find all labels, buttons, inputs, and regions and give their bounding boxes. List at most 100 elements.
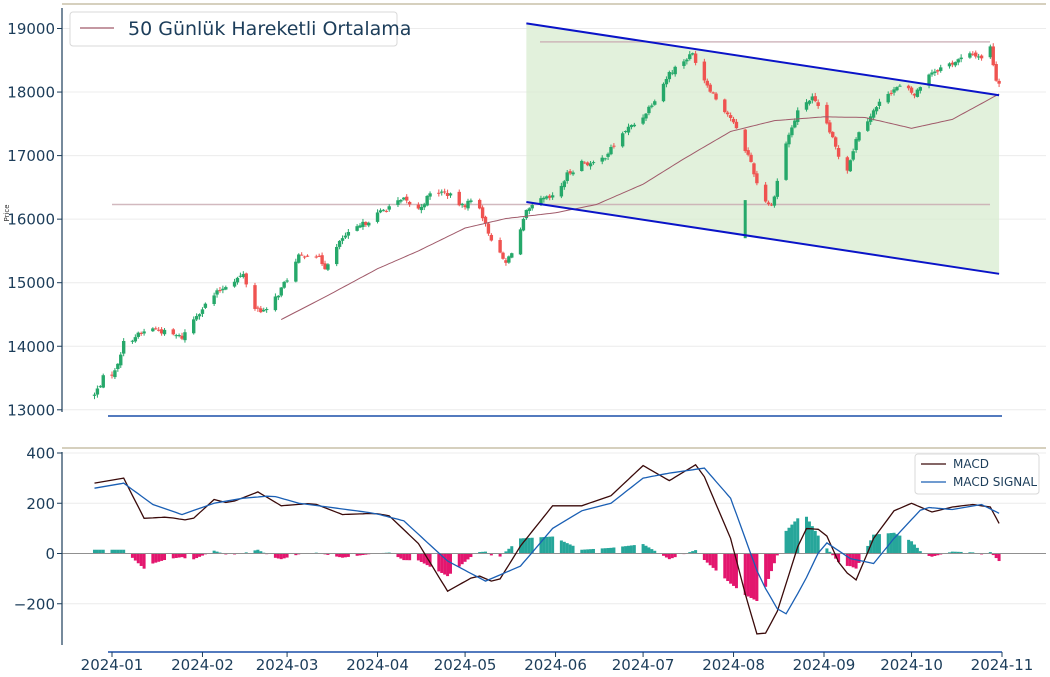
histogram-bar bbox=[443, 553, 447, 575]
candle bbox=[895, 86, 899, 92]
candle-body bbox=[337, 240, 342, 247]
x-tick-label: 2024-02 bbox=[171, 656, 234, 674]
histogram-bar bbox=[539, 537, 543, 554]
candle bbox=[886, 91, 890, 104]
candle-body bbox=[743, 129, 747, 152]
candle-body bbox=[524, 209, 529, 219]
candle bbox=[501, 251, 505, 260]
candle bbox=[527, 207, 531, 215]
candle-body bbox=[807, 100, 812, 104]
price-legend: 50 Günlük Hareketli Ortalama bbox=[69, 11, 411, 47]
histogram-bar bbox=[886, 533, 890, 554]
candle bbox=[979, 54, 984, 61]
candle bbox=[440, 189, 444, 196]
histogram-bar bbox=[346, 553, 350, 557]
histogram-bar bbox=[364, 553, 368, 555]
candle bbox=[629, 124, 634, 130]
candle bbox=[950, 60, 955, 68]
candle-body bbox=[909, 87, 914, 93]
candle-body bbox=[218, 290, 222, 292]
histogram-bar bbox=[110, 549, 114, 554]
candle-body bbox=[212, 295, 216, 305]
candle bbox=[279, 286, 283, 298]
candle bbox=[825, 102, 829, 125]
candle bbox=[264, 307, 269, 313]
histogram-bar bbox=[950, 551, 954, 554]
price-y-tick-label: 16000 bbox=[7, 211, 55, 229]
candle bbox=[110, 371, 114, 379]
candle-body bbox=[130, 340, 135, 342]
histogram-bar bbox=[813, 530, 817, 554]
candle-body bbox=[816, 102, 820, 107]
candle-body bbox=[98, 386, 103, 388]
histogram-bar bbox=[953, 551, 957, 554]
histogram-bar bbox=[521, 538, 525, 554]
candle bbox=[831, 131, 835, 139]
candle bbox=[151, 327, 155, 332]
candle bbox=[866, 118, 870, 132]
candle-body bbox=[871, 110, 876, 118]
candle bbox=[723, 98, 727, 114]
histogram-bar bbox=[551, 536, 555, 554]
candle-body bbox=[527, 208, 531, 211]
macd-y-tick-label: −200 bbox=[14, 595, 55, 613]
candle-body bbox=[749, 154, 753, 162]
x-tick-label: 2024-05 bbox=[434, 656, 497, 674]
candle bbox=[294, 258, 298, 283]
histogram-bar bbox=[796, 518, 800, 554]
candle bbox=[425, 194, 429, 207]
candle bbox=[302, 255, 307, 260]
candle bbox=[918, 86, 922, 94]
histogram-bar bbox=[895, 534, 899, 554]
candle bbox=[343, 232, 348, 239]
candle-body bbox=[688, 54, 692, 60]
candle bbox=[285, 278, 289, 284]
candle-body bbox=[693, 53, 698, 63]
candle bbox=[752, 162, 756, 177]
candle-body bbox=[113, 370, 117, 378]
candle-body bbox=[825, 104, 829, 124]
candle-body bbox=[976, 56, 981, 58]
candle bbox=[162, 328, 167, 336]
candle bbox=[845, 155, 850, 174]
candle-body bbox=[539, 198, 543, 205]
candle bbox=[915, 88, 920, 98]
candle-body bbox=[407, 202, 412, 205]
candle-body bbox=[685, 59, 689, 62]
candle bbox=[419, 203, 424, 214]
candle-body bbox=[215, 290, 219, 295]
candle-body bbox=[457, 191, 461, 206]
histogram-bar bbox=[702, 553, 706, 561]
histogram-bar bbox=[402, 553, 406, 561]
candle-body bbox=[752, 163, 756, 175]
candle-body bbox=[906, 85, 911, 89]
candle-body bbox=[857, 132, 861, 141]
candle-body bbox=[623, 131, 628, 133]
histogram-bar bbox=[469, 553, 473, 558]
candle-body bbox=[463, 205, 467, 208]
candle bbox=[305, 254, 310, 257]
histogram-bar bbox=[157, 553, 161, 562]
candle bbox=[588, 160, 593, 170]
candle-body bbox=[545, 196, 549, 199]
price-y-tick-label: 13000 bbox=[7, 401, 55, 419]
candle bbox=[235, 276, 240, 285]
histogram-bar bbox=[171, 553, 175, 559]
histogram-bar bbox=[603, 548, 607, 554]
histogram-bar bbox=[734, 553, 738, 589]
candle-body bbox=[790, 127, 794, 136]
candle-body bbox=[939, 67, 943, 71]
candle bbox=[626, 123, 631, 136]
candle bbox=[804, 99, 809, 112]
histogram-bar bbox=[947, 552, 951, 554]
candle bbox=[507, 255, 511, 264]
candle bbox=[930, 69, 934, 77]
histogram-bar bbox=[177, 553, 181, 558]
candle-body bbox=[918, 87, 922, 91]
candle-body bbox=[486, 223, 491, 234]
x-tick-label: 2024-01 bbox=[81, 656, 144, 674]
candle-body bbox=[746, 150, 750, 155]
histogram-bar bbox=[670, 553, 674, 559]
candle bbox=[212, 292, 216, 306]
channel-upper-line bbox=[526, 22, 1000, 97]
